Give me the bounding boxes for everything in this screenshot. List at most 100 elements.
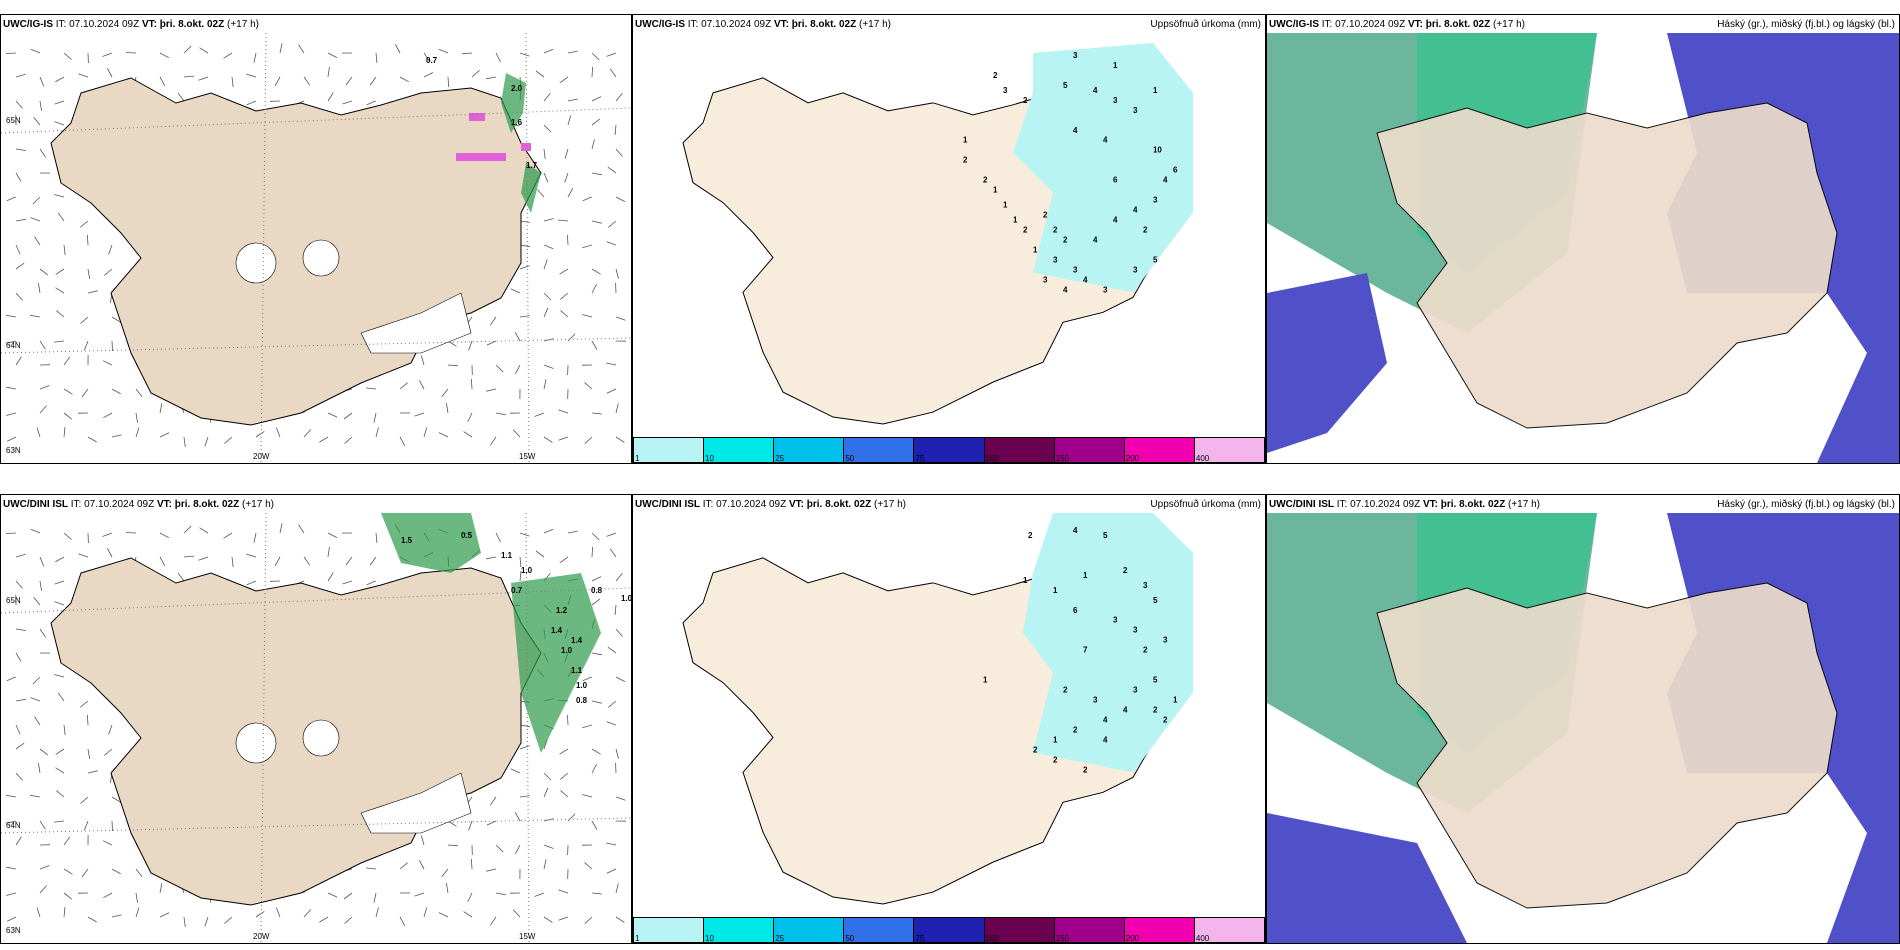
wind-barb [591, 139, 595, 150]
wind-barb [183, 916, 186, 927]
wind-barb [84, 820, 89, 831]
wind-barb [223, 532, 233, 539]
wind-barb [79, 700, 89, 708]
wind-barb [615, 196, 626, 202]
wind-barb [489, 796, 497, 806]
wind-barb [591, 820, 598, 830]
lat-63-left: 63N [6, 926, 21, 935]
wind-barb [366, 100, 377, 106]
wind-barb [447, 76, 450, 88]
wind-barb [423, 72, 434, 78]
wind-barb [615, 148, 623, 157]
wind-barb [55, 268, 65, 275]
wind-barb [159, 912, 170, 918]
colorbar-cell: 400 [1194, 917, 1265, 943]
colorbar-label: 10 [705, 454, 715, 463]
wind-barb [102, 840, 113, 846]
wind-barb [591, 118, 601, 126]
panel-title: UWC/DINI ISL IT: 07.10.2024 09Z VT: þri.… [1269, 499, 1540, 510]
wind-barb [446, 403, 449, 414]
wind-barb [39, 748, 49, 756]
wind-barb [438, 48, 449, 54]
wind-barb [463, 911, 473, 918]
wind-barb [495, 364, 504, 373]
wind-barb [543, 916, 553, 923]
wind-barb [102, 360, 113, 366]
lat-63-left: 63N [6, 446, 21, 455]
wind-barb [567, 115, 572, 126]
wind-value: 0.8 [576, 696, 588, 705]
value-2: 2.0 [511, 84, 523, 93]
colorbar-label: 100 [985, 454, 999, 463]
wind-barb [15, 628, 26, 631]
precip-value: 2 [1063, 686, 1068, 695]
colorbar-cell: 200 [1124, 917, 1195, 943]
wind-barb [224, 436, 233, 444]
precip-value: 5 [1063, 81, 1068, 90]
wind-barb [560, 310, 569, 318]
wind-barb [543, 379, 547, 390]
precip-value: 4 [1073, 526, 1078, 535]
wind-barb [327, 547, 330, 558]
colorbar-label: 1 [635, 934, 640, 943]
precip-values: 3123254331446101221112222133444234653344… [963, 51, 1178, 294]
wind-barb [183, 75, 195, 78]
wind-barb [6, 314, 17, 318]
wind-barb [78, 553, 89, 558]
wind-barb [63, 868, 73, 875]
wind-barb [559, 556, 569, 564]
wind-barb [399, 382, 408, 390]
wind-barb [467, 412, 473, 423]
wind-barb [39, 556, 45, 567]
colorbar-cell: 10 [704, 437, 775, 463]
wind-barb [246, 73, 257, 78]
wind-barb [606, 388, 617, 394]
iceland-outline [50, 77, 542, 426]
wind-barb [495, 412, 506, 416]
panel-field-label: Háský (gr.), miðský (fj.bl.) og lágský (… [1717, 499, 1895, 510]
wind-barb [591, 763, 597, 774]
wind-barb [414, 892, 425, 897]
lat-64-left: 64N [6, 341, 21, 350]
wind-barb [615, 676, 626, 682]
colorbar-cell: 50 [844, 437, 915, 463]
wind-barb [614, 124, 617, 136]
wind-barb [543, 364, 554, 369]
wind-barb [558, 409, 569, 414]
wind-barb [102, 532, 113, 537]
precip-value: 2 [1028, 531, 1033, 540]
wind-barb [515, 364, 521, 375]
wind-barb [615, 268, 619, 279]
precip-area [1013, 42, 1193, 293]
precip-value: 4 [1093, 86, 1098, 95]
wind-barb [87, 916, 97, 923]
wind-barb [30, 697, 41, 702]
colorbar-label: 200 [1125, 934, 1140, 943]
wind-barb [468, 820, 473, 831]
precip-value: 4 [1083, 275, 1088, 284]
wind-barb [36, 427, 41, 438]
wind-barb [512, 429, 521, 438]
wind-barb [111, 914, 122, 918]
wind-barb [55, 767, 65, 774]
wind-barb [519, 745, 530, 750]
precip-value: 3 [1073, 51, 1078, 60]
wind-barb [591, 532, 600, 541]
wind-barb [274, 556, 281, 566]
wind-value: 1.0 [621, 594, 631, 603]
wind-barb [246, 553, 257, 558]
wind-barb [15, 652, 22, 662]
wind-barb [103, 412, 113, 419]
wind-barb [582, 676, 593, 682]
wind-barb [15, 100, 23, 109]
wind-barb [615, 573, 623, 582]
wind-barb [543, 244, 554, 250]
wind-barb [366, 387, 377, 390]
precip-value: 3 [1103, 285, 1108, 294]
wind-barb [486, 340, 497, 346]
wind-barb [15, 698, 26, 702]
wind-barb [608, 220, 617, 228]
precip-value: 1 [993, 186, 998, 195]
wind-barb [543, 218, 554, 222]
wind-barb [54, 121, 65, 126]
